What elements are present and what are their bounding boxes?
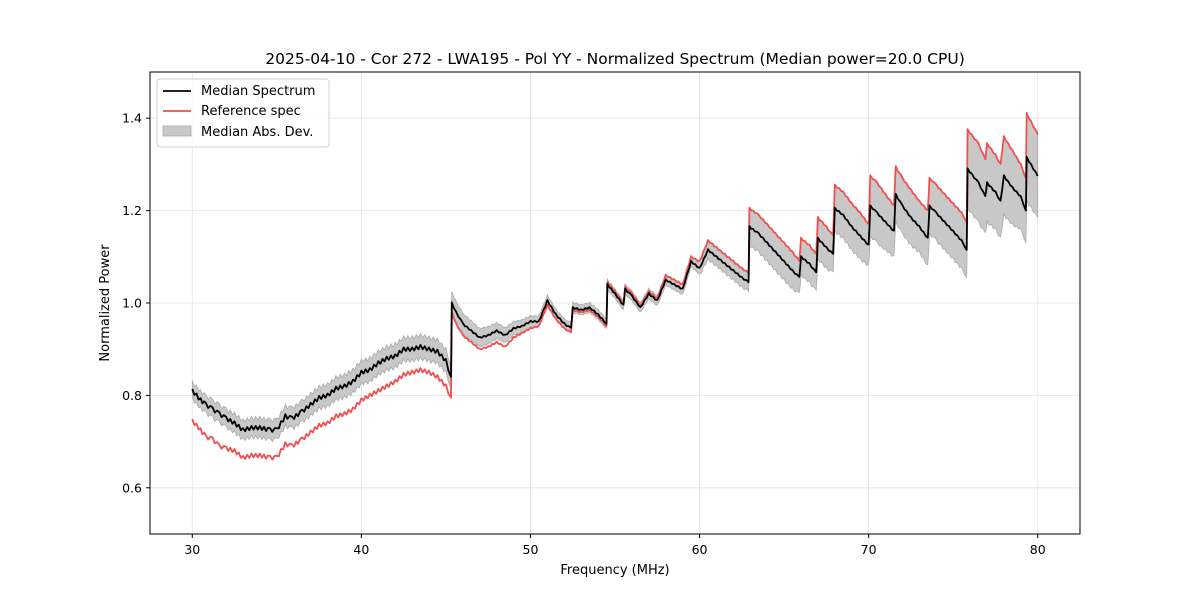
- legend: Median Spectrum Reference spec Median Ab…: [156, 78, 330, 148]
- y-tick-label: 1.4: [122, 111, 142, 126]
- mad-band: [191, 113, 1039, 443]
- x-tick-label: 50: [523, 542, 539, 557]
- mad-band-area: [191, 113, 1039, 443]
- legend-box: [156, 78, 330, 148]
- legend-label-mad: Median Abs. Dev.: [201, 125, 313, 140]
- x-tick-label: 80: [1030, 542, 1046, 557]
- y-tick-label: 0.8: [122, 388, 142, 403]
- series-lines: [191, 112, 1039, 461]
- x-axis: 30 40 50 60 70 80: [184, 534, 1046, 557]
- x-tick-label: 70: [861, 542, 877, 557]
- median-spectrum-line: [191, 155, 1039, 433]
- legend-swatch-mad: [162, 125, 192, 137]
- y-tick-label: 0.6: [122, 480, 142, 495]
- x-tick-label: 40: [353, 542, 369, 557]
- chart-title: 2025-04-10 - Cor 272 - LWA195 - Pol YY -…: [265, 50, 965, 68]
- y-tick-label: 1.0: [122, 296, 142, 311]
- legend-label-median: Median Spectrum: [201, 84, 315, 99]
- x-axis-label: Frequency (MHz): [560, 563, 669, 578]
- y-axis-label: Normalized Power: [98, 244, 113, 362]
- x-tick-label: 60: [692, 542, 708, 557]
- reference-spec-line: [191, 112, 1039, 461]
- x-tick-label: 30: [184, 542, 200, 557]
- y-tick-label: 1.2: [122, 203, 142, 218]
- y-axis: 0.6 0.8 1.0 1.2 1.4: [122, 111, 150, 495]
- legend-label-reference: Reference spec: [201, 104, 301, 119]
